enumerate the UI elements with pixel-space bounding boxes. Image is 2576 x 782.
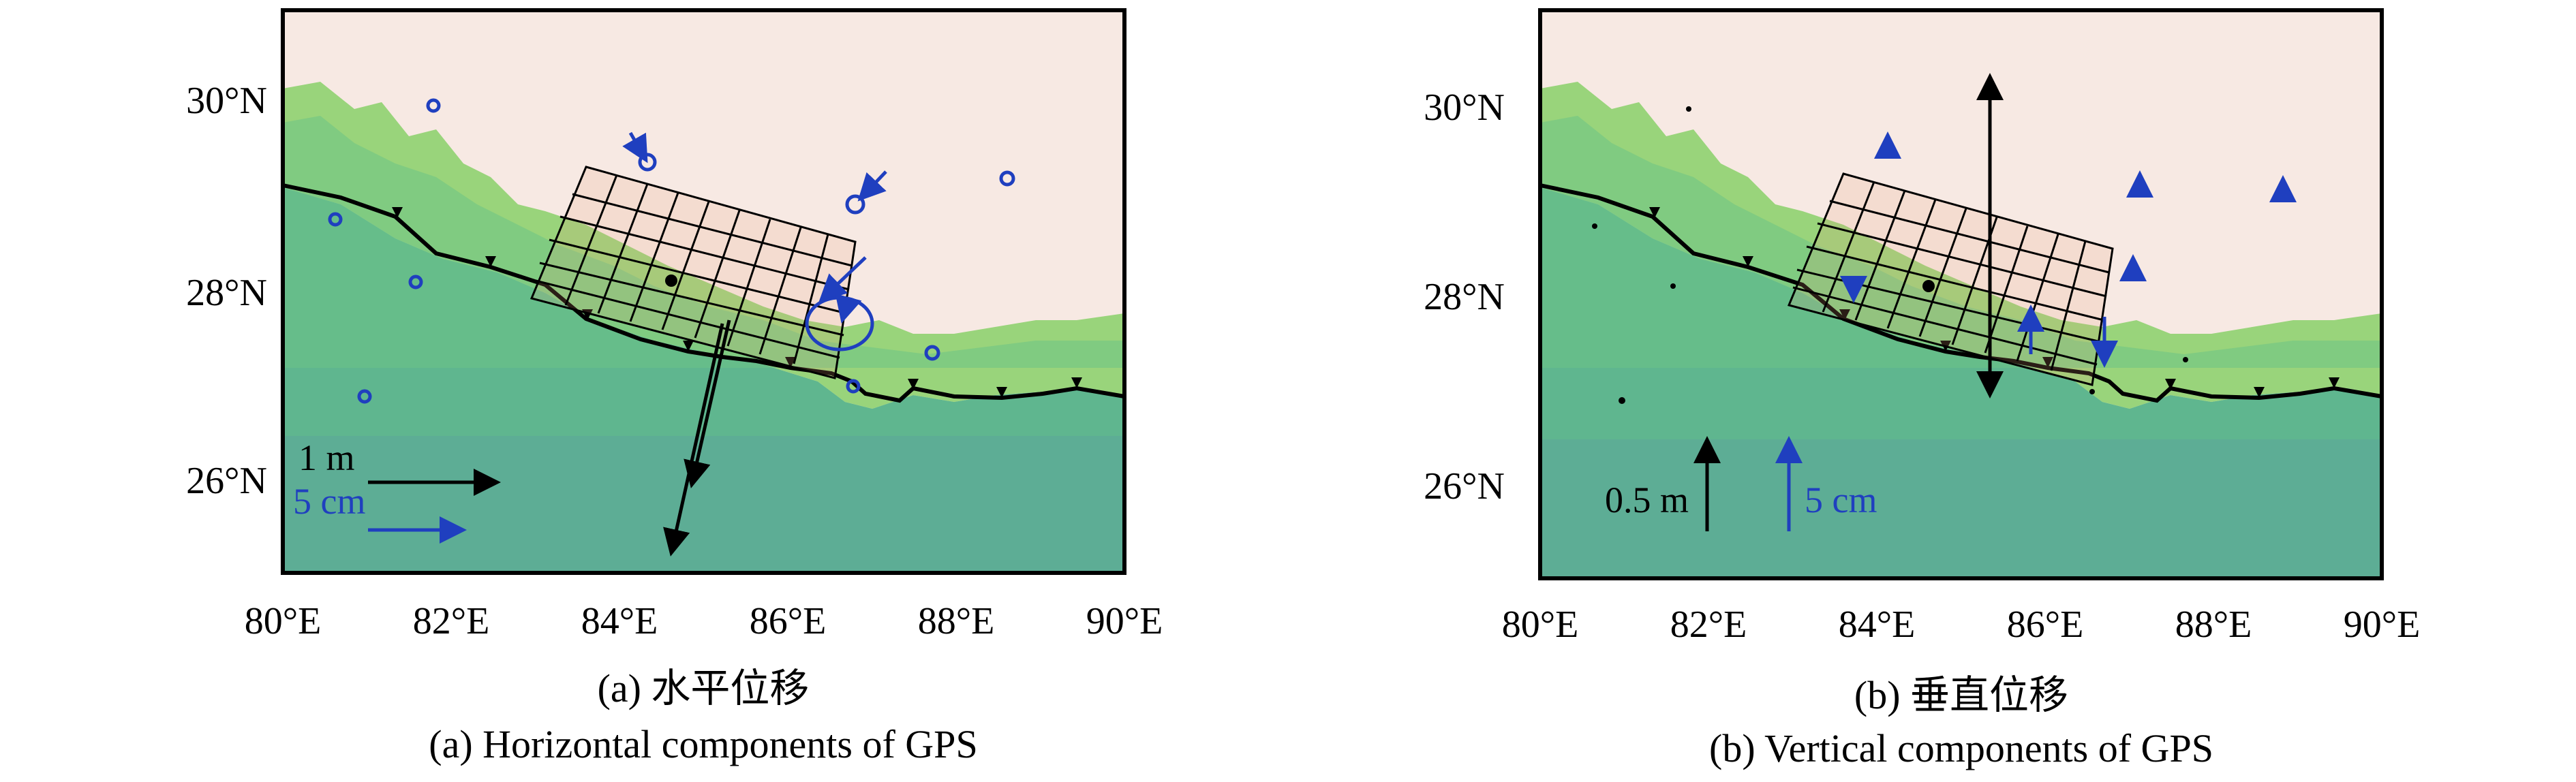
lat-tick-30-a: 30°N (186, 80, 267, 122)
panel-horizontal (281, 8, 1126, 575)
gps-stations-b (1592, 106, 2188, 404)
fault-trace-b (1539, 183, 2382, 403)
lon-tick-80-a: 80°E (245, 600, 322, 642)
fault-teeth-b (1649, 207, 2340, 398)
scale-model-label-b: 0.5 m (1605, 480, 1689, 520)
axis-labels-b: 30°N 28°N 26°N 80°E 82°E 84°E 86°E 88°E … (1424, 87, 2420, 770)
map-b (1538, 8, 2384, 580)
lon-tick-82-b: 82°E (1670, 604, 1747, 646)
lon-tick-86-a: 86°E (750, 600, 827, 642)
scale-gps-label-b: 5 cm (1805, 480, 1877, 520)
caption-en-b: (b) Vertical components of GPS (1709, 726, 2213, 770)
caption-zh-a: (a) 水平位移 (598, 666, 810, 710)
lon-tick-80-b: 80°E (1502, 604, 1579, 646)
lat-tick-30-b: 30°N (1424, 87, 1505, 129)
lat-tick-26-b: 26°N (1424, 465, 1505, 507)
lon-tick-82-a: 82°E (413, 600, 490, 642)
lat-tick-26-a: 26°N (186, 460, 267, 502)
fault-teeth-a (392, 207, 1082, 398)
fault-trace-a (282, 183, 1125, 403)
lon-tick-90-a: 90°E (1086, 600, 1163, 642)
model-vectors-a (663, 319, 731, 557)
epicenter-a (665, 275, 677, 287)
scale-legend-b (1693, 436, 1803, 531)
lon-tick-90-b: 90°E (2344, 604, 2421, 646)
lat-tick-28-b: 28°N (1424, 276, 1505, 318)
gps-vectors-b (1840, 131, 2297, 368)
caption-zh-b: (b) 垂直位移 (1854, 673, 2068, 717)
lon-tick-88-a: 88°E (918, 600, 995, 642)
gps-vectors-a (328, 98, 1015, 404)
scale-model-label-a: 1 m (298, 437, 355, 478)
fault-grid-a (530, 166, 857, 379)
map-a (281, 8, 1126, 575)
lon-tick-88-b: 88°E (2175, 604, 2252, 646)
axis-labels-a: 30°N 28°N 26°N 80°E 82°E 84°E 86°E 88°E … (186, 80, 1163, 766)
lon-tick-86-b: 86°E (2007, 604, 2084, 646)
epicenter-b (1922, 280, 1935, 292)
lon-tick-84-a: 84°E (581, 600, 658, 642)
panel-vertical (1538, 8, 2384, 580)
lon-tick-84-b: 84°E (1839, 604, 1916, 646)
lat-tick-28-a: 28°N (186, 272, 267, 314)
scale-legend-a (368, 469, 501, 544)
caption-en-a: (a) Horizontal components of GPS (429, 722, 977, 766)
scale-gps-label-a: 5 cm (293, 481, 365, 522)
